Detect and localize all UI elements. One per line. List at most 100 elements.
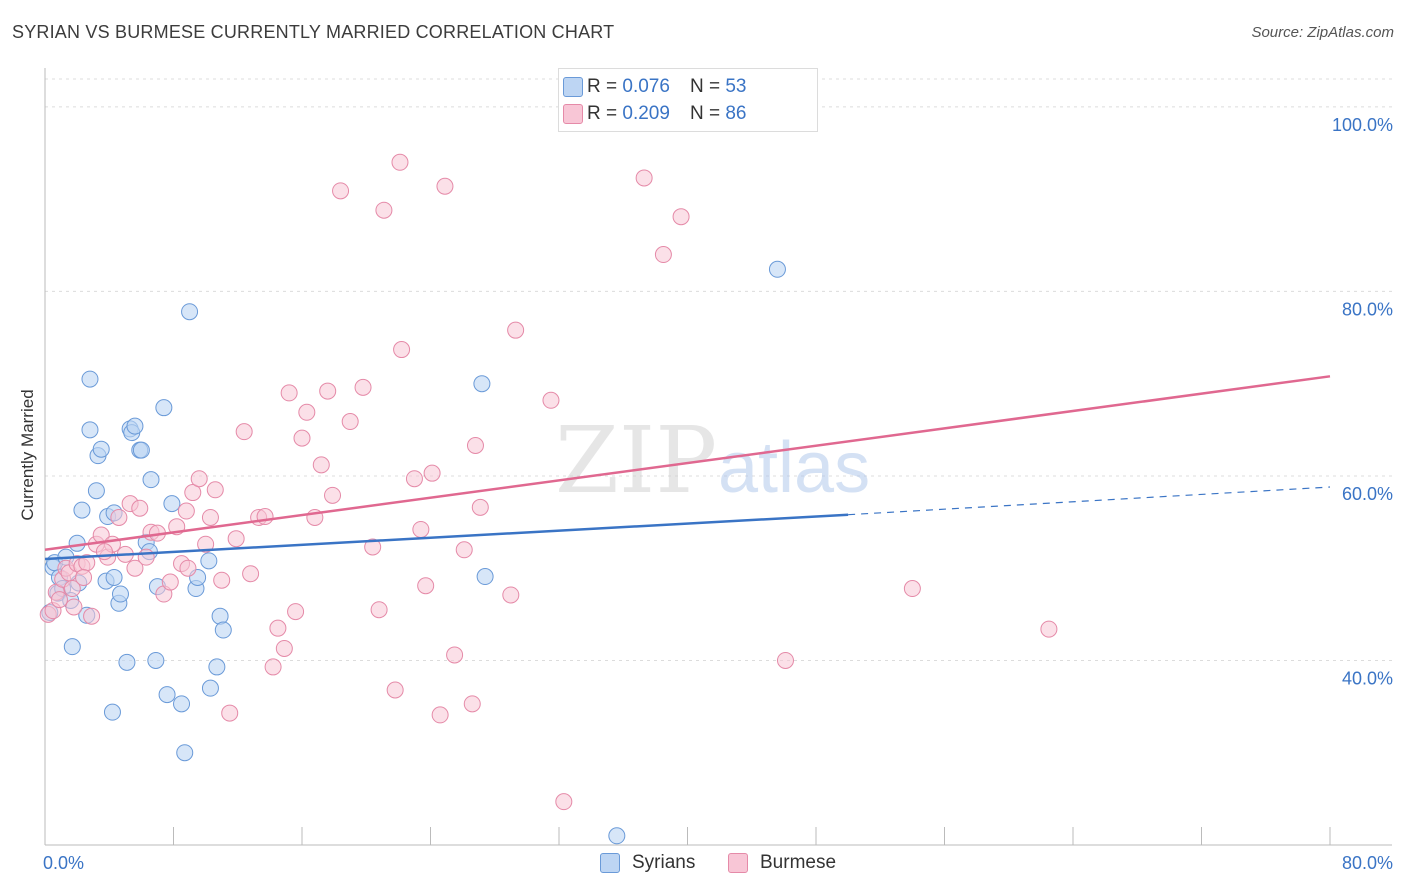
legend-n-value: 53 <box>725 76 747 97</box>
data-point-syrians <box>105 568 123 586</box>
data-point-syrians <box>111 585 129 603</box>
stats-legend: R = 0.076 N = 53 R = 0.209 N = 86 <box>558 68 818 132</box>
data-point-burmese <box>293 429 311 447</box>
data-point-burmese <box>269 619 287 637</box>
data-point-burmese <box>455 541 473 559</box>
data-point-syrians <box>158 686 176 704</box>
data-point-burmese <box>126 559 144 577</box>
data-point-burmese <box>412 520 430 538</box>
bottom-legend-swatch-burmese <box>728 853 748 873</box>
data-point-burmese <box>137 548 155 566</box>
y-axis-label: Currently Married <box>18 389 37 521</box>
data-point-syrians <box>201 679 219 697</box>
data-point-burmese <box>635 169 653 187</box>
data-point-burmese <box>463 695 481 713</box>
x-tick-labels: 0.0% 80.0% <box>43 853 1393 873</box>
data-point-burmese <box>354 378 372 396</box>
data-point-burmese <box>131 499 149 517</box>
bottom-legend-syrians: Syrians <box>600 852 695 874</box>
data-point-burmese <box>177 502 195 520</box>
data-point-syrians <box>214 621 232 639</box>
data-point-syrians <box>73 501 91 519</box>
data-point-syrians <box>68 534 86 552</box>
data-point-burmese <box>391 153 409 171</box>
trendline-syrians <box>44 513 849 561</box>
bottom-legend-swatch-syrians <box>600 853 620 873</box>
data-point-burmese <box>341 413 359 431</box>
data-point-syrians <box>608 827 626 845</box>
data-point-burmese <box>50 591 68 609</box>
data-point-burmese <box>507 321 525 339</box>
legend-n-label: N = <box>689 103 721 124</box>
data-point-burmese <box>65 598 83 616</box>
data-point-burmese <box>393 341 411 359</box>
data-point-burmese <box>370 601 388 619</box>
data-point-burmese <box>324 486 342 504</box>
data-point-burmese <box>264 658 282 676</box>
data-point-syrians <box>211 607 229 625</box>
data-point-burmese <box>423 464 441 482</box>
data-point-syrians <box>208 658 226 676</box>
source-credit: Source: ZipAtlas.com <box>1251 24 1394 41</box>
data-point-burmese <box>446 646 464 664</box>
legend-r-label: R = <box>587 76 618 97</box>
data-point-burmese <box>654 246 672 264</box>
data-point-syrians <box>81 421 99 439</box>
data-point-burmese <box>184 484 202 502</box>
data-point-burmese <box>312 456 330 474</box>
legend-swatch-burmese <box>563 104 583 124</box>
data-point-burmese <box>83 607 101 625</box>
data-point-burmese <box>542 391 560 409</box>
chart-title: SYRIAN VS BURMESE CURRENTLY MARRIED CORR… <box>12 22 615 42</box>
data-point-syrians <box>476 568 494 586</box>
data-point-burmese <box>190 470 208 488</box>
data-point-burmese <box>242 565 260 583</box>
axes <box>44 68 1392 846</box>
data-point-burmese <box>221 704 239 722</box>
data-point-syrians <box>147 651 165 669</box>
y-tick-label: 100.0% <box>1332 115 1393 135</box>
data-point-syrians <box>181 303 199 321</box>
data-point-syrians <box>142 471 160 489</box>
data-point-burmese <box>364 538 382 556</box>
bottom-legend-label-syrians: Syrians <box>632 852 696 873</box>
y-tick-label: 80.0% <box>1342 299 1393 319</box>
data-point-burmese <box>466 437 484 455</box>
data-point-burmese <box>502 586 520 604</box>
data-point-burmese <box>275 639 293 657</box>
data-point-syrians <box>126 417 144 435</box>
data-point-syrians <box>173 695 191 713</box>
data-point-burmese <box>386 681 404 699</box>
bottom-legend-label-burmese: Burmese <box>760 852 837 873</box>
data-point-syrians <box>473 375 491 393</box>
data-point-burmese <box>197 535 215 553</box>
data-point-burmese <box>227 530 245 548</box>
y-tick-labels: 40.0% 60.0% 80.0% 100.0% <box>1332 115 1393 689</box>
data-point-syrians <box>63 638 81 656</box>
y-tick-label: 60.0% <box>1342 484 1393 504</box>
legend-n-label: N = <box>689 76 721 97</box>
x-tick-label: 0.0% <box>43 853 84 873</box>
series-burmese <box>39 153 1058 811</box>
data-point-burmese <box>436 177 454 195</box>
watermark-zip: ZIP <box>555 407 717 514</box>
data-point-burmese <box>161 573 179 591</box>
legend-n-value: 86 <box>725 103 747 124</box>
data-point-burmese <box>417 577 435 595</box>
data-point-burmese <box>280 384 298 402</box>
bottom-legend-burmese: Burmese <box>728 852 836 874</box>
legend-row-syrians: R = 0.076 N = 53 <box>563 75 747 99</box>
trendline-syrians-extension <box>848 486 1331 516</box>
x-tick-label: 80.0% <box>1342 853 1393 873</box>
data-point-burmese <box>375 201 393 219</box>
data-point-burmese <box>1040 620 1058 638</box>
data-point-burmese <box>332 182 350 200</box>
data-point-burmese <box>179 559 197 577</box>
watermark-atlas: atlas <box>718 428 870 508</box>
data-point-syrians <box>118 653 136 671</box>
legend-r-value: 0.209 <box>622 103 670 124</box>
trendlines <box>44 375 1331 561</box>
data-point-syrians <box>200 552 218 570</box>
trendline-burmese <box>44 375 1331 552</box>
